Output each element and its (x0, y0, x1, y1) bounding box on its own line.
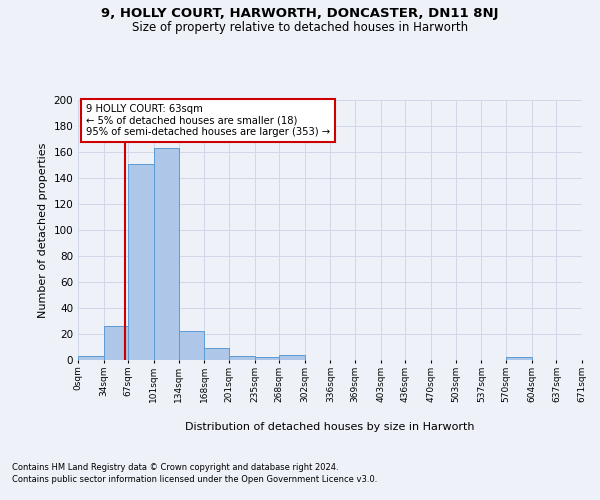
Bar (204, 348, 229, 360)
Bar (154, 148, 179, 360)
Bar (104, 326, 128, 360)
Bar (78, 356, 104, 360)
Bar (179, 332, 204, 360)
Text: Distribution of detached houses by size in Harworth: Distribution of detached houses by size … (185, 422, 475, 432)
Bar (279, 355, 305, 360)
Text: Size of property relative to detached houses in Harworth: Size of property relative to detached ho… (132, 21, 468, 34)
Bar (254, 358, 279, 360)
Text: Contains HM Land Registry data © Crown copyright and database right 2024.: Contains HM Land Registry data © Crown c… (12, 462, 338, 471)
Bar (229, 356, 254, 360)
Bar (506, 358, 532, 360)
Text: 9, HOLLY COURT, HARWORTH, DONCASTER, DN11 8NJ: 9, HOLLY COURT, HARWORTH, DONCASTER, DN1… (101, 8, 499, 20)
Text: 9 HOLLY COURT: 63sqm
← 5% of detached houses are smaller (18)
95% of semi-detach: 9 HOLLY COURT: 63sqm ← 5% of detached ho… (86, 104, 329, 137)
Y-axis label: Number of detached properties: Number of detached properties (38, 142, 48, 318)
Bar (128, 164, 154, 360)
Text: Contains public sector information licensed under the Open Government Licence v3: Contains public sector information licen… (12, 475, 377, 484)
